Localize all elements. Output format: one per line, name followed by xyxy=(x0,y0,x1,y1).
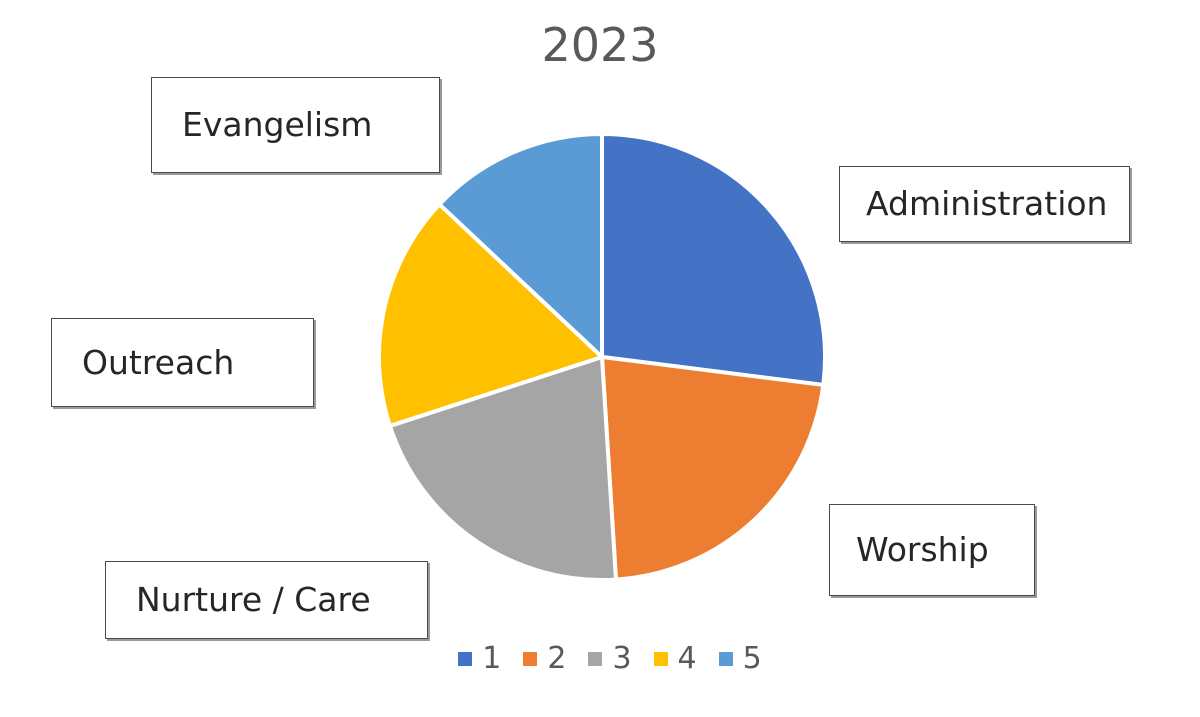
slice-label-evangelism-text: Evangelism xyxy=(182,104,373,144)
legend-item-4: 4 xyxy=(653,641,697,676)
legend-label-4: 4 xyxy=(677,641,697,676)
legend-item-5: 5 xyxy=(718,641,762,676)
pie-slice-2 xyxy=(600,355,826,582)
legend-swatch-4 xyxy=(653,652,668,666)
pie-slice-3 xyxy=(387,355,619,582)
legend-swatch-5 xyxy=(718,652,733,666)
pie-slice-1 xyxy=(600,132,827,387)
chart-title: 2023 xyxy=(541,18,659,72)
slice-label-nurture-care: Nurture / Care xyxy=(105,561,428,639)
pie-slice-5 xyxy=(437,132,604,359)
slice-label-worship: Worship xyxy=(829,504,1035,596)
slice-label-nurture-care-text: Nurture / Care xyxy=(136,579,371,619)
pie-slice-4 xyxy=(377,202,604,428)
legend-item-2: 2 xyxy=(523,644,566,674)
slice-label-outreach: Outreach xyxy=(51,318,314,407)
legend-label-3: 3 xyxy=(612,641,632,676)
legend: 1 2 3 4 5 xyxy=(0,644,1200,674)
legend-label-2: 2 xyxy=(547,641,567,676)
slice-label-outreach-text: Outreach xyxy=(82,342,235,382)
slice-label-administration: Administration xyxy=(839,166,1130,242)
legend-item-3: 3 xyxy=(588,641,632,676)
legend-swatch-1 xyxy=(458,652,473,666)
slice-label-administration-text: Administration xyxy=(866,183,1108,223)
slice-label-worship-text: Worship xyxy=(856,529,989,569)
legend-item-1: 1 xyxy=(458,644,501,674)
slice-label-evangelism: Evangelism xyxy=(151,77,440,173)
legend-label-1: 1 xyxy=(482,641,502,676)
legend-label-5: 5 xyxy=(742,641,762,676)
legend-swatch-2 xyxy=(523,652,538,666)
legend-swatch-3 xyxy=(588,652,603,666)
